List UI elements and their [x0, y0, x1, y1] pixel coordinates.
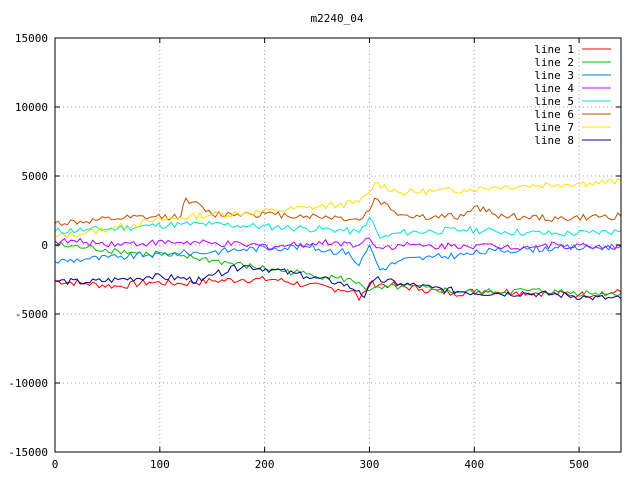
y-tick-label: -10000 [8, 377, 48, 390]
legend-label: line 7 [534, 121, 574, 134]
y-tick-label: 5000 [22, 170, 49, 183]
x-tick-label: 300 [360, 458, 380, 471]
plot-lines [54, 177, 622, 302]
y-tick-label: 10000 [15, 101, 48, 114]
series-line-7 [54, 177, 622, 239]
series-line-8 [54, 264, 622, 301]
x-tick-label: 0 [52, 458, 59, 471]
y-tick-label: 0 [41, 239, 48, 252]
series-line-5 [54, 216, 622, 239]
plot-frame [54, 37, 622, 453]
legend-label: line 3 [534, 69, 574, 82]
y-tick-label: -5000 [15, 308, 48, 321]
series-line-6 [54, 197, 622, 227]
series-line-3 [54, 242, 622, 271]
legend-label: line 1 [534, 43, 574, 56]
series-line-4 [54, 237, 622, 251]
x-tick-label: 100 [150, 458, 170, 471]
x-tick-label: 500 [569, 458, 589, 471]
legend-label: line 4 [534, 82, 574, 95]
y-tick-label: -15000 [8, 446, 48, 459]
series-line-2 [54, 241, 622, 297]
series-line-1 [54, 275, 622, 302]
legend-label: line 6 [534, 108, 574, 121]
legend-label: line 2 [534, 56, 574, 69]
grid [55, 38, 621, 452]
legend-label: line 8 [534, 134, 574, 147]
y-tick-label: 15000 [15, 32, 48, 45]
chart-title: m2240_04 [311, 12, 364, 25]
x-tick-label: 200 [255, 458, 275, 471]
axis-ticks: 0 100 200 300 400 500 -15000 -10000 -5000 0 5000 10… [8, 32, 621, 471]
legend-label: line 5 [534, 95, 574, 108]
x-tick-label: 400 [464, 458, 484, 471]
